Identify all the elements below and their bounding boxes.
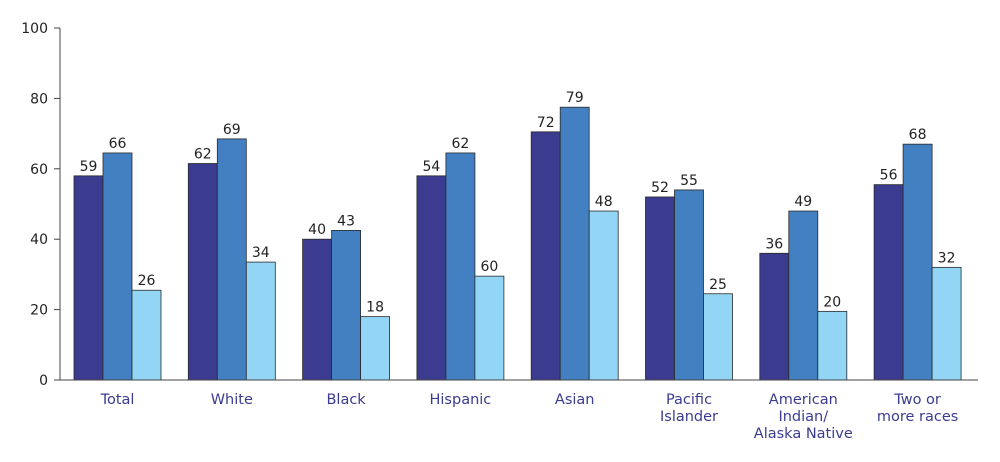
category-label: Black	[326, 392, 366, 408]
bar	[588, 210, 619, 381]
bar	[73, 175, 104, 381]
bar-value-label: 18	[366, 300, 384, 316]
bar-value-label: 49	[794, 194, 812, 210]
bar-value-label: 55	[680, 173, 698, 189]
category-label: Alaska Native	[754, 426, 853, 442]
bar	[416, 175, 447, 381]
y-tick-label: 20	[30, 303, 48, 319]
bar	[474, 275, 505, 381]
bar-value-label: 34	[252, 245, 270, 261]
y-tick-label: 80	[30, 91, 48, 107]
bar	[873, 184, 904, 381]
bar	[131, 289, 162, 381]
bar-value-label: 66	[109, 136, 127, 152]
bar-value-label: 48	[595, 194, 613, 210]
bar-value-label: 60	[480, 259, 498, 275]
bar-value-label: 56	[880, 168, 898, 184]
bar	[530, 131, 561, 381]
bar	[445, 152, 476, 381]
bar-value-label: 25	[709, 277, 727, 293]
bar	[759, 252, 790, 381]
bar-value-label: 32	[938, 250, 956, 266]
bar	[902, 143, 933, 381]
category-label: Hispanic	[430, 392, 492, 408]
bar	[187, 163, 218, 381]
bar	[245, 261, 276, 381]
bar	[302, 238, 333, 381]
category-label: Total	[100, 392, 135, 408]
bar	[788, 210, 819, 381]
bar-value-label: 40	[308, 222, 326, 238]
bar-value-label: 69	[223, 122, 241, 138]
bar-value-label: 68	[909, 127, 927, 143]
bar-value-label: 43	[337, 213, 355, 229]
bar	[331, 229, 362, 381]
bar-value-label: 20	[823, 294, 841, 310]
bar	[817, 310, 848, 381]
bar	[360, 316, 391, 381]
bar	[216, 138, 247, 381]
category-label: American	[769, 392, 838, 408]
bar-value-label: 62	[194, 147, 212, 163]
bar	[645, 196, 675, 381]
bar-value-label: 62	[451, 136, 469, 152]
bar-value-label: 26	[138, 273, 156, 289]
category-label: Indian/	[778, 409, 828, 425]
bar-value-label: 52	[651, 180, 669, 196]
bar-value-label: 72	[537, 115, 555, 131]
bar-value-label: 79	[566, 90, 584, 106]
y-tick-label: 100	[21, 21, 48, 37]
bar-value-label: 36	[765, 236, 783, 252]
bar	[102, 152, 133, 381]
category-label: Islander	[660, 409, 718, 425]
category-label: more races	[877, 409, 958, 425]
bar-value-label: 59	[80, 159, 98, 175]
bar	[674, 189, 704, 381]
y-tick-label: 0	[39, 373, 48, 389]
bar-value-label: 54	[422, 159, 440, 175]
category-label: White	[211, 392, 253, 408]
y-tick-label: 60	[30, 162, 48, 178]
category-label: Two or	[893, 392, 941, 408]
y-tick-label: 40	[30, 232, 48, 248]
bar	[559, 106, 590, 381]
category-label: Pacific	[666, 392, 712, 408]
bar	[703, 293, 733, 381]
bar	[931, 266, 962, 381]
category-label: Asian	[555, 392, 595, 408]
